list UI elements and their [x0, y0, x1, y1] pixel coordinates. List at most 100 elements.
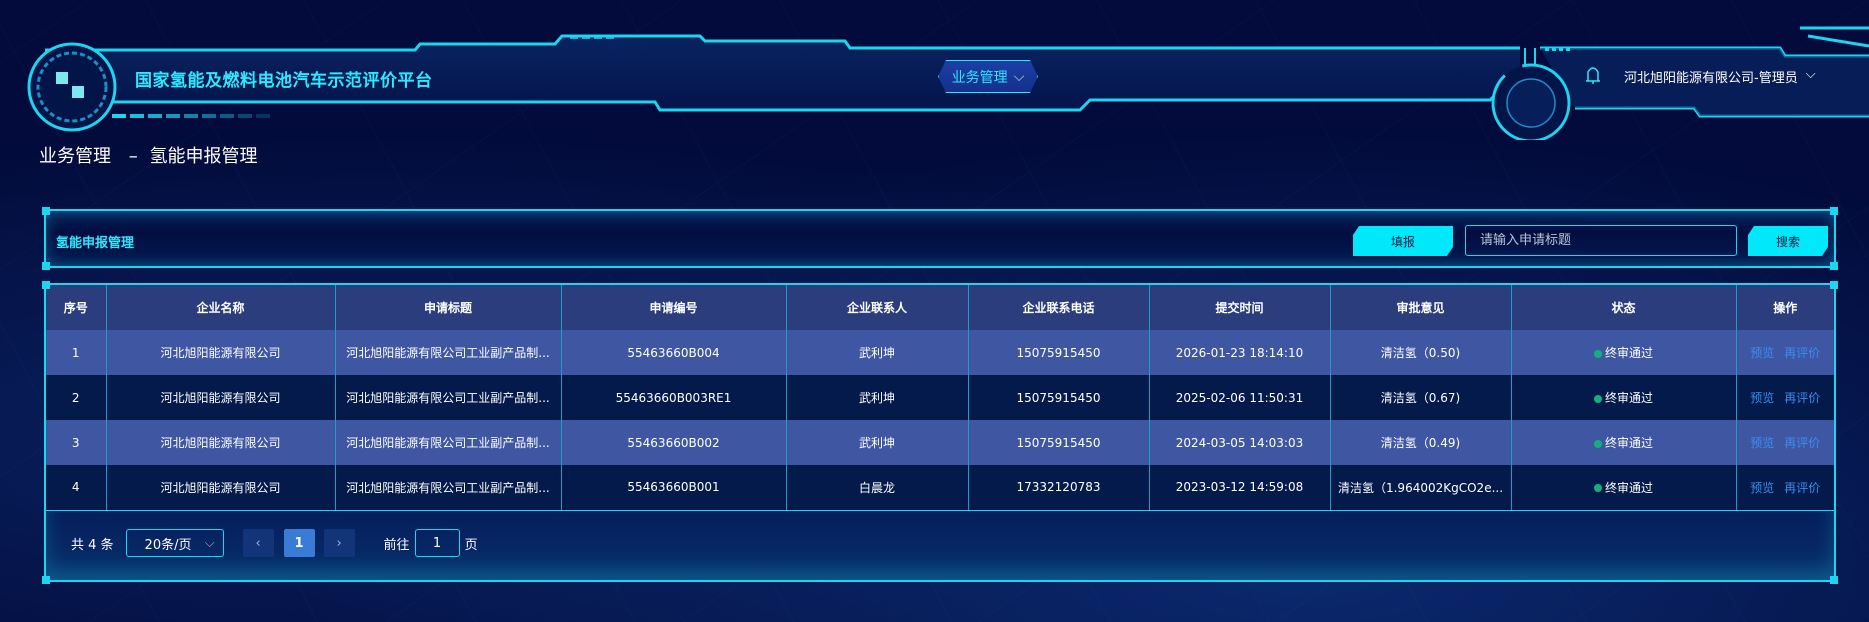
column-header: 申请标题 — [335, 285, 562, 330]
cell-phone: 17332120783 — [968, 465, 1150, 511]
chevron-down-icon: ⌵ — [204, 535, 215, 551]
cell-company: 河北旭阳能源有限公司 — [106, 465, 336, 511]
column-header: 企业联系人 — [786, 285, 969, 330]
column-header: 状态 — [1511, 285, 1737, 330]
cell-status: 终审通过 — [1511, 465, 1737, 511]
cell-company: 河北旭阳能源有限公司 — [106, 375, 336, 420]
status-badge: 终审通过 — [1604, 480, 1653, 495]
cell-time: 2025-02-06 11:50:31 — [1149, 375, 1331, 420]
cell-status: 终审通过 — [1511, 420, 1737, 465]
total-count: 共 4 条 — [71, 537, 114, 553]
cell-contact: 武利坤 — [786, 330, 969, 375]
cell-contact: 武利坤 — [786, 375, 969, 420]
cell-opinion: 清洁氢（0.50) — [1330, 330, 1512, 375]
chevron-left-icon: ‹ — [255, 535, 261, 551]
cell-company: 河北旭阳能源有限公司 — [106, 420, 336, 465]
header-frame — [27, 26, 1869, 140]
cell-no: 4 — [46, 465, 107, 511]
chevron-right-icon: › — [336, 535, 342, 551]
search-panel: 氢能申报管理 填报 搜索 — [42, 207, 1838, 270]
cell-contact: 武利坤 — [786, 420, 969, 465]
cell-time: 2026-01-23 18:14:10 — [1149, 330, 1331, 375]
cell-opinion: 清洁氢（1.964002KgCO2e... — [1330, 465, 1512, 511]
page-suffix: 页 — [464, 537, 478, 553]
status-dot-icon — [1593, 349, 1602, 358]
preview-link[interactable]: 预览 — [1750, 391, 1775, 405]
search-input[interactable] — [1465, 225, 1737, 256]
nav-tab-label: 业务管理 — [951, 69, 1008, 86]
nav-tab-business[interactable]: 业务管理 ⌵ — [938, 60, 1038, 93]
bell-icon[interactable] — [1585, 64, 1601, 86]
cell-opinion: 清洁氢（0.49) — [1330, 420, 1512, 465]
table-row: 3 河北旭阳能源有限公司 河北旭阳能源有限公司工业副产品制... 55463660B0… — [46, 420, 1834, 465]
cell-code: 55463660B004 — [561, 330, 787, 375]
cell-actions: 预览 再评价 — [1736, 375, 1834, 420]
search-button[interactable]: 搜索 — [1748, 226, 1828, 256]
preview-link[interactable]: 预览 — [1750, 346, 1775, 360]
cell-phone: 15075915450 — [968, 330, 1150, 375]
column-header: 审批意见 — [1330, 285, 1512, 330]
re-evaluate-link[interactable]: 再评价 — [1784, 391, 1821, 405]
cell-no: 1 — [46, 330, 107, 375]
cell-no: 2 — [46, 375, 107, 420]
cell-status: 终审通过 — [1511, 330, 1737, 375]
cell-title: 河北旭阳能源有限公司工业副产品制... — [335, 420, 562, 465]
column-header: 企业联系电话 — [968, 285, 1150, 330]
prev-page-button[interactable]: ‹ — [242, 529, 274, 557]
re-evaluate-link[interactable]: 再评价 — [1784, 480, 1821, 495]
column-header: 序号 — [46, 285, 107, 330]
cell-phone: 15075915450 — [968, 420, 1150, 465]
status-dot-icon — [1593, 439, 1602, 448]
cell-code: 55463660B002 — [561, 420, 787, 465]
status-badge: 终审通过 — [1604, 436, 1653, 450]
re-evaluate-link[interactable]: 再评价 — [1784, 436, 1821, 450]
user-menu[interactable]: 河北旭阳能源有限公司-管理员 ⌵ — [1624, 67, 1816, 86]
cell-time: 2023-03-12 14:59:08 — [1149, 465, 1331, 511]
re-evaluate-link[interactable]: 再评价 — [1784, 346, 1821, 360]
goto-page-input[interactable] — [414, 529, 460, 557]
breadcrumb-parent[interactable]: 业务管理 — [39, 146, 111, 167]
page-size-value: 20条/页 — [144, 537, 192, 553]
user-name: 河北旭阳能源有限公司-管理员 — [1624, 71, 1798, 86]
pagination: 共 4 条 20条/页 ⌵ ‹ 1 › 前往 页 — [71, 529, 478, 557]
cell-opinion: 清洁氢（0.67) — [1330, 375, 1512, 420]
table-row: 2 河北旭阳能源有限公司 河北旭阳能源有限公司工业副产品制... 55463660B0… — [46, 375, 1834, 420]
cell-contact: 白晨龙 — [786, 465, 969, 511]
status-badge: 终审通过 — [1604, 346, 1653, 360]
table-row: 1 河北旭阳能源有限公司 河北旭阳能源有限公司工业副产品制... 55463660B0… — [46, 330, 1834, 375]
next-page-button[interactable]: › — [323, 529, 355, 557]
status-badge: 终审通过 — [1604, 391, 1653, 405]
cell-company: 河北旭阳能源有限公司 — [106, 330, 336, 375]
cell-code: 55463660B003RE1 — [561, 375, 787, 420]
cell-actions: 预览 再评价 — [1736, 465, 1834, 511]
cell-title: 河北旭阳能源有限公司工业副产品制... — [335, 375, 562, 420]
status-dot-icon — [1593, 394, 1602, 403]
page-size-select[interactable]: 20条/页 ⌵ — [125, 529, 224, 557]
cell-status: 终审通过 — [1511, 375, 1737, 420]
app-title: 国家氢能及燃料电池汽车示范评价平台 — [135, 71, 433, 91]
cell-title: 河北旭阳能源有限公司工业副产品制... — [335, 465, 562, 511]
breadcrumb: 业务管理 – 氢能申报管理 — [39, 142, 257, 168]
cell-actions: 预览 再评价 — [1736, 420, 1834, 465]
column-header: 操作 — [1736, 285, 1834, 330]
goto-label: 前往 — [383, 537, 410, 553]
cell-code: 55463660B001 — [561, 465, 787, 511]
breadcrumb-separator: – — [128, 146, 138, 167]
chevron-down-icon: ⌵ — [1805, 67, 1816, 82]
fill-button[interactable]: 填报 — [1353, 226, 1453, 256]
preview-link[interactable]: 预览 — [1750, 436, 1775, 450]
table-row: 4 河北旭阳能源有限公司 河北旭阳能源有限公司工业副产品制... 55463660B0… — [46, 465, 1834, 511]
preview-link[interactable]: 预览 — [1750, 480, 1775, 495]
cell-no: 3 — [46, 420, 107, 465]
cell-actions: 预览 再评价 — [1736, 330, 1834, 375]
column-header: 企业名称 — [106, 285, 336, 330]
column-header: 提交时间 — [1149, 285, 1331, 330]
page-1-button[interactable]: 1 — [283, 529, 315, 557]
logo-icon — [56, 72, 88, 102]
panel-title: 氢能申报管理 — [56, 236, 135, 251]
status-dot-icon — [1593, 484, 1602, 493]
chevron-down-icon: ⌵ — [1013, 68, 1025, 85]
cell-phone: 15075915450 — [968, 375, 1150, 420]
breadcrumb-current: 氢能申报管理 — [149, 146, 258, 167]
